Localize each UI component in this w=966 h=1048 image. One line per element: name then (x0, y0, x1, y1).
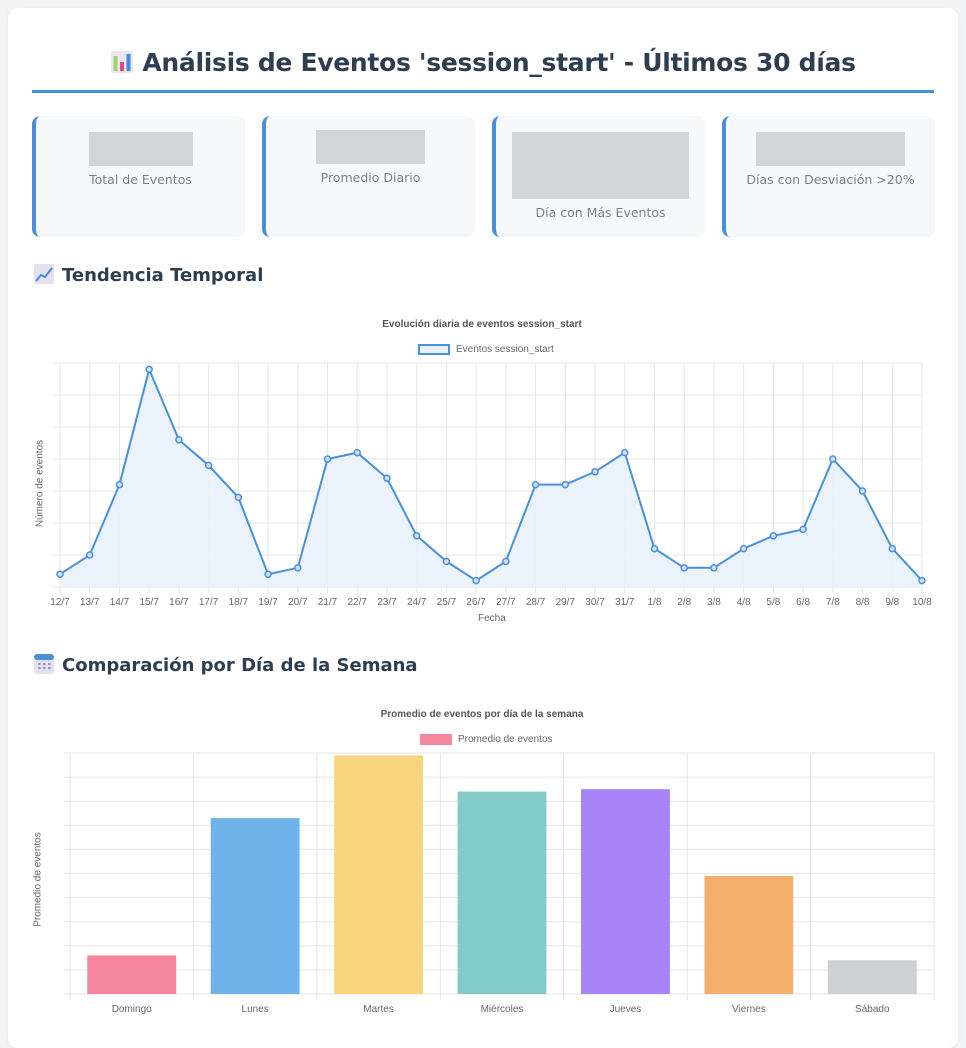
chart-increasing-icon (34, 264, 54, 289)
bar-chart-legend[interactable]: Promedio de eventos (420, 734, 553, 745)
svg-text:31/7: 31/7 (615, 597, 635, 608)
svg-text:28/7: 28/7 (526, 597, 546, 608)
svg-text:22/7: 22/7 (348, 597, 368, 608)
svg-text:16/7: 16/7 (169, 597, 189, 608)
bar-lunes[interactable] (210, 818, 300, 994)
stat-value-placeholder (756, 132, 905, 166)
section-title-trend: Tendencia Temporal (34, 264, 263, 289)
stat-card-deviation-days: Días con Desviación >20% (722, 116, 935, 237)
stat-value-placeholder (512, 132, 689, 199)
calendar-icon (34, 654, 54, 679)
svg-text:Jueves: Jueves (610, 1004, 642, 1015)
stat-label: Promedio Diario (320, 170, 421, 185)
svg-text:5/8: 5/8 (766, 597, 780, 608)
svg-text:Miércoles: Miércoles (481, 1004, 524, 1015)
svg-text:10/8: 10/8 (912, 597, 932, 608)
bar-sábado[interactable] (827, 960, 917, 994)
svg-text:25/7: 25/7 (437, 597, 457, 608)
line-chart-legend[interactable]: Eventos session_start (418, 344, 554, 355)
page-title: Análisis de Eventos 'session_start' - Úl… (32, 48, 934, 80)
svg-text:24/7: 24/7 (407, 597, 427, 608)
svg-text:19/7: 19/7 (258, 597, 278, 608)
bar-viernes[interactable] (704, 875, 794, 994)
svg-text:3/8: 3/8 (707, 597, 721, 608)
svg-text:15/7: 15/7 (139, 597, 159, 608)
svg-text:Lunes: Lunes (242, 1004, 269, 1015)
bar-chart: Domingo Lunes Martes Miércoles Jueves Viernes… (64, 752, 935, 1015)
svg-text:9/8: 9/8 (885, 597, 899, 608)
stat-label: Días con Desviación >20% (746, 172, 915, 187)
svg-text:23/7: 23/7 (377, 597, 397, 608)
dashboard-card: Análisis de Eventos 'session_start' - Úl… (8, 8, 958, 1048)
section-title-text: Comparación por Día de la Semana (62, 655, 418, 676)
stats-row: Total de Eventos Promedio Diario Día con… (32, 116, 935, 238)
line-chart-x-axis-title: Fecha (478, 613, 506, 624)
svg-text:6/8: 6/8 (796, 597, 810, 608)
stat-label: Total de Eventos (89, 172, 192, 187)
bar-jueves[interactable] (580, 789, 670, 994)
svg-text:Sábado: Sábado (855, 1004, 890, 1015)
svg-text:2/8: 2/8 (677, 597, 691, 608)
svg-text:29/7: 29/7 (556, 597, 576, 608)
stat-label: Día con Más Eventos (535, 205, 666, 220)
bar-martes[interactable] (334, 755, 424, 994)
line-chart-title: Evolución diaria de eventos session_star… (382, 319, 582, 330)
stat-value-placeholder (316, 130, 425, 164)
svg-text:17/7: 17/7 (199, 597, 219, 608)
svg-text:26/7: 26/7 (466, 597, 486, 608)
line-chart: 12/7 13/7 14/7 15/7 16/7 17/7 18/7 19/7 20/7 21/7… (50, 362, 932, 608)
legend-swatch (420, 734, 452, 745)
svg-text:1/8: 1/8 (648, 597, 662, 608)
svg-text:14/7: 14/7 (110, 597, 130, 608)
stat-card-peak-day: Día con Más Eventos (492, 116, 705, 237)
svg-text:30/7: 30/7 (585, 597, 605, 608)
section-title-text: Tendencia Temporal (62, 265, 264, 286)
bar-chart-icon (110, 50, 134, 80)
svg-text:27/7: 27/7 (496, 597, 516, 608)
legend-label: Eventos session_start (456, 344, 554, 355)
svg-text:7/8: 7/8 (826, 597, 840, 608)
stat-card-total-events: Total de Eventos (32, 116, 245, 237)
svg-text:13/7: 13/7 (80, 597, 100, 608)
svg-text:Viernes: Viernes (732, 1004, 766, 1015)
page-title-text: Análisis de Eventos 'session_start' - Úl… (142, 48, 856, 77)
svg-text:18/7: 18/7 (229, 597, 249, 608)
svg-text:8/8: 8/8 (856, 597, 870, 608)
svg-text:4/8: 4/8 (737, 597, 751, 608)
bar-chart-title: Promedio de eventos por día de la semana (380, 709, 584, 720)
svg-text:Domingo: Domingo (112, 1004, 152, 1015)
stat-card-daily-average: Promedio Diario (262, 116, 475, 237)
legend-label: Promedio de eventos (458, 734, 553, 745)
bar-domingo[interactable] (87, 955, 177, 994)
svg-text:21/7: 21/7 (318, 597, 338, 608)
svg-text:12/7: 12/7 (50, 597, 70, 608)
section-title-weekday: Comparación por Día de la Semana (34, 654, 418, 679)
title-divider (32, 90, 934, 93)
svg-text:Martes: Martes (363, 1004, 394, 1015)
bar-miércoles[interactable] (457, 791, 547, 994)
legend-swatch (418, 344, 450, 355)
svg-text:20/7: 20/7 (288, 597, 308, 608)
stat-value-placeholder (88, 132, 193, 166)
